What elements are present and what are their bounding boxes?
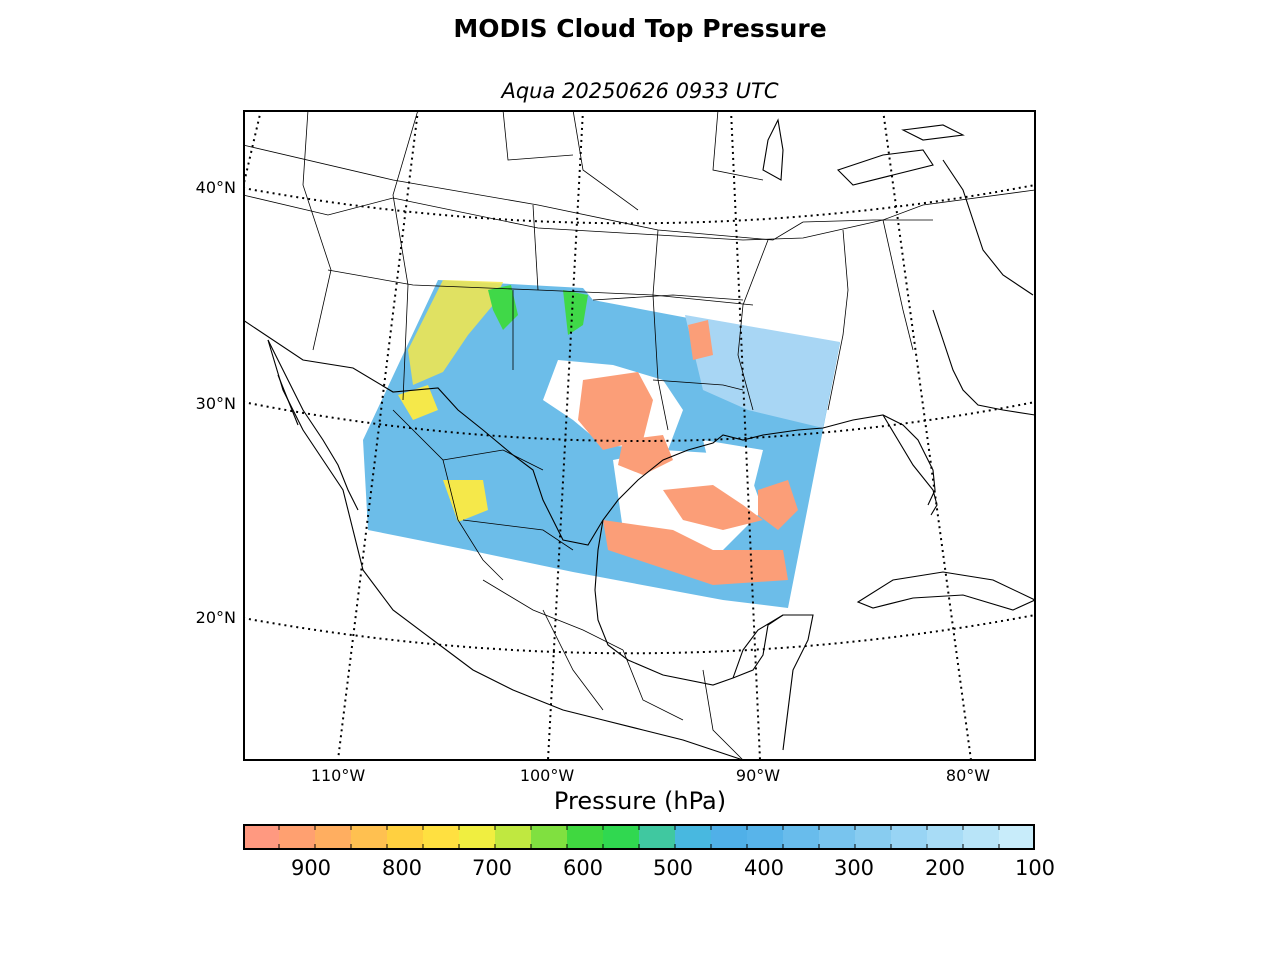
map-panel bbox=[243, 110, 1036, 761]
colorbar-segment bbox=[567, 824, 604, 850]
colorbar-segment bbox=[459, 824, 496, 850]
swath-light-blue bbox=[685, 315, 840, 428]
colorbar-tick-600: 600 bbox=[562, 856, 604, 880]
colorbar-segment bbox=[999, 824, 1035, 850]
colorbar-segment bbox=[927, 824, 964, 850]
colorbar-segment bbox=[315, 824, 352, 850]
chart-title: MODIS Cloud Top Pressure bbox=[453, 14, 827, 43]
swath-low-cloud-central bbox=[578, 372, 653, 450]
lon-label-80: 80°W bbox=[945, 766, 991, 785]
chart-subtitle: Aqua 20250626 0933 UTC bbox=[501, 79, 779, 103]
colorbar-tick-100: 100 bbox=[1014, 856, 1056, 880]
swath-low-cloud-mid bbox=[618, 435, 673, 475]
colorbar-segment bbox=[639, 824, 676, 850]
graticule bbox=[243, 110, 1035, 760]
colorbar bbox=[243, 824, 1035, 850]
colorbar-segment bbox=[279, 824, 316, 850]
colorbar-segment bbox=[423, 824, 460, 850]
swath-low-cloud-gulf bbox=[603, 520, 788, 585]
colorbar-tick-400: 400 bbox=[743, 856, 785, 880]
colorbar-segment bbox=[963, 824, 1000, 850]
map-frame bbox=[243, 110, 1036, 761]
colorbar-title: Pressure (hPa) bbox=[553, 787, 727, 815]
colorbar-segment bbox=[387, 824, 424, 850]
colorbar-tick-300: 300 bbox=[833, 856, 875, 880]
colorbar-segment bbox=[783, 824, 820, 850]
colorbar-segment bbox=[495, 824, 532, 850]
lon-label-110: 110°W bbox=[310, 766, 366, 785]
colorbar-frame bbox=[243, 824, 1035, 850]
colorbar-tick-800: 800 bbox=[381, 856, 423, 880]
swath-yellow-sw bbox=[443, 480, 488, 522]
colorbar-segment bbox=[675, 824, 712, 850]
colorbar-tick-200: 200 bbox=[924, 856, 966, 880]
colorbar-tick-500: 500 bbox=[652, 856, 694, 880]
swath-yellow-w bbox=[398, 385, 438, 420]
colorbar-segment bbox=[711, 824, 748, 850]
coastlines bbox=[243, 118, 1035, 760]
colorbar-segment bbox=[243, 824, 280, 850]
lon-label-90: 90°W bbox=[735, 766, 781, 785]
colorbar-segment bbox=[819, 824, 856, 850]
colorbar-segment bbox=[747, 824, 784, 850]
cloud-swath bbox=[363, 280, 840, 608]
colorbar-tick-700: 700 bbox=[471, 856, 513, 880]
colorbar-segment bbox=[603, 824, 640, 850]
swath-low-cloud-ne bbox=[688, 320, 713, 360]
lat-label-40: 40°N bbox=[195, 178, 236, 197]
lon-label-100: 100°W bbox=[519, 766, 575, 785]
swath-mid-cloud-nw bbox=[408, 280, 503, 385]
colorbar-segment bbox=[531, 824, 568, 850]
colorbar-segment bbox=[351, 824, 388, 850]
swath-low-cloud-south bbox=[663, 485, 763, 530]
swath-green-nw bbox=[488, 285, 518, 330]
colorbar-segment bbox=[855, 824, 892, 850]
swath-low-cloud-east bbox=[758, 480, 798, 530]
colorbar-tick-900: 900 bbox=[290, 856, 332, 880]
swath-green-n bbox=[563, 290, 588, 335]
lat-label-20: 20°N bbox=[195, 608, 236, 627]
colorbar-segment bbox=[891, 824, 928, 850]
lat-label-30: 30°N bbox=[195, 394, 236, 413]
state-borders bbox=[243, 110, 1035, 760]
